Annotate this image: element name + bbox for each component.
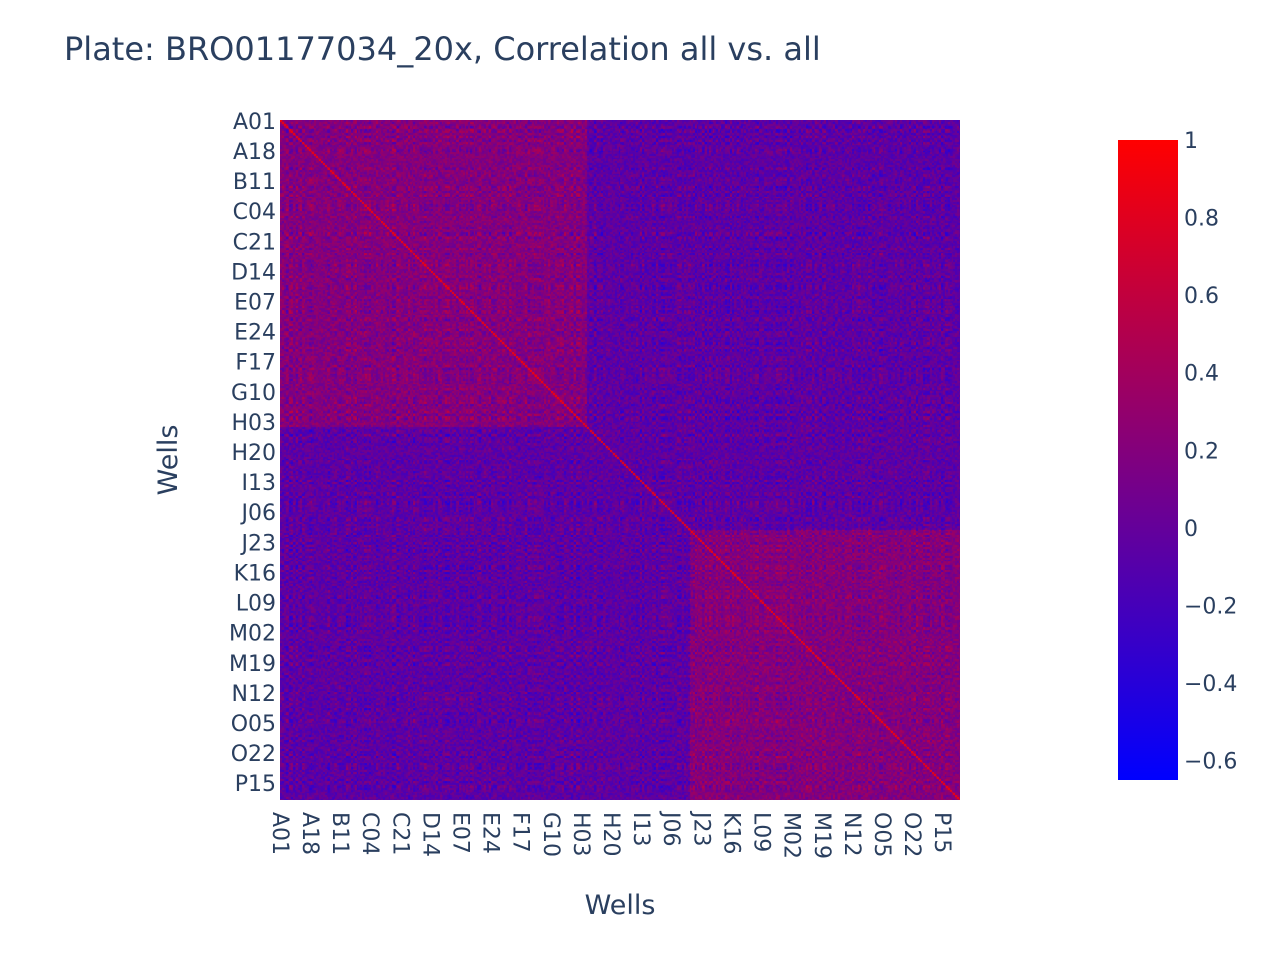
x-tick-label: C21 (387, 812, 412, 855)
y-tick-label: J23 (240, 531, 276, 556)
colorbar-gradient (1118, 140, 1178, 780)
x-tick-label: M02 (779, 812, 804, 859)
colorbar-ticks: 1 0.8 0.6 0.4 0.2 0 −0.2 −0.4 −0.6 (1184, 129, 1237, 775)
x-tick-label: A01 (267, 812, 292, 855)
x-tick-label: J06 (658, 810, 683, 846)
colorbar-tick-label: −0.4 (1184, 672, 1237, 697)
y-tick-label: M19 (229, 652, 276, 677)
y-tick-label: A18 (233, 140, 276, 165)
colorbar-tick-label: 0.6 (1184, 284, 1219, 309)
y-tick-label: I13 (242, 471, 276, 496)
y-tick-label: G10 (231, 381, 276, 406)
colorbar-tick-label: −0.2 (1184, 594, 1237, 619)
x-tick-label: G10 (538, 812, 563, 857)
x-tick-label: C04 (357, 812, 382, 855)
colorbar-tick-label: −0.6 (1184, 750, 1237, 775)
y-tick-label: H03 (231, 411, 276, 436)
chart-title: Plate: BRO01177034_20x, Correlation all … (64, 30, 821, 68)
y-tick-label: C04 (233, 200, 276, 225)
colorbar-tick-label: 0 (1184, 517, 1198, 542)
x-tick-label: N12 (839, 812, 864, 856)
y-tick-label: E07 (234, 291, 276, 316)
y-tick-label: B11 (233, 170, 276, 195)
y-tick-label: H20 (231, 441, 276, 466)
plot-area[interactable] (280, 120, 960, 800)
x-tick-label: A18 (297, 812, 322, 855)
x-tick-label: H20 (598, 812, 623, 857)
x-tick-label: O05 (869, 812, 894, 857)
y-tick-label: K16 (234, 561, 276, 586)
x-tick-label: M19 (809, 812, 834, 859)
x-axis-ticks: A01 A18 B11 C04 C21 D14 E07 E24 F17 G10 H03 H20 I13 J… (267, 810, 954, 859)
x-tick-label: E24 (478, 812, 503, 854)
x-tick-label: L09 (749, 812, 774, 852)
y-tick-label: F17 (235, 351, 276, 376)
x-tick-label: F17 (508, 812, 533, 853)
y-tick-label: D14 (231, 260, 276, 285)
x-tick-label: J23 (688, 810, 713, 846)
colorbar-tick-label: 0.4 (1184, 362, 1219, 387)
x-tick-label: P15 (929, 812, 954, 853)
x-axis-title: Wells (585, 890, 656, 921)
y-tick-label: L09 (236, 592, 276, 617)
x-tick-label: O22 (899, 812, 924, 857)
y-tick-label: N12 (232, 682, 276, 707)
colorbar: 1 0.8 0.6 0.4 0.2 0 −0.2 −0.4 −0.6 (1118, 129, 1237, 780)
y-axis-ticks: A01 A18 B11 C04 C21 D14 E07 E24 F17 G10 H03 H20 I13 J… (229, 110, 276, 797)
colorbar-tick-label: 1 (1184, 129, 1198, 154)
x-tick-label: B11 (327, 812, 352, 855)
x-tick-label: D14 (417, 812, 442, 857)
y-tick-label: O05 (231, 712, 276, 737)
x-tick-label: I13 (628, 812, 653, 846)
y-tick-label: P15 (235, 772, 276, 797)
colorbar-tick-label: 0.2 (1184, 439, 1219, 464)
y-tick-label: J06 (240, 501, 276, 526)
x-tick-label: K16 (718, 812, 743, 854)
y-tick-label: E24 (234, 321, 276, 346)
y-tick-label: M02 (229, 622, 276, 647)
y-tick-label: C21 (233, 230, 276, 255)
y-tick-label: O22 (231, 742, 276, 767)
heatmap-cells[interactable] (280, 120, 960, 800)
colorbar-tick-label: 0.8 (1184, 207, 1219, 232)
x-tick-label: E07 (448, 812, 473, 854)
y-tick-label: A01 (233, 110, 276, 135)
x-tick-label: H03 (568, 812, 593, 857)
y-axis-title: Wells (153, 425, 184, 496)
